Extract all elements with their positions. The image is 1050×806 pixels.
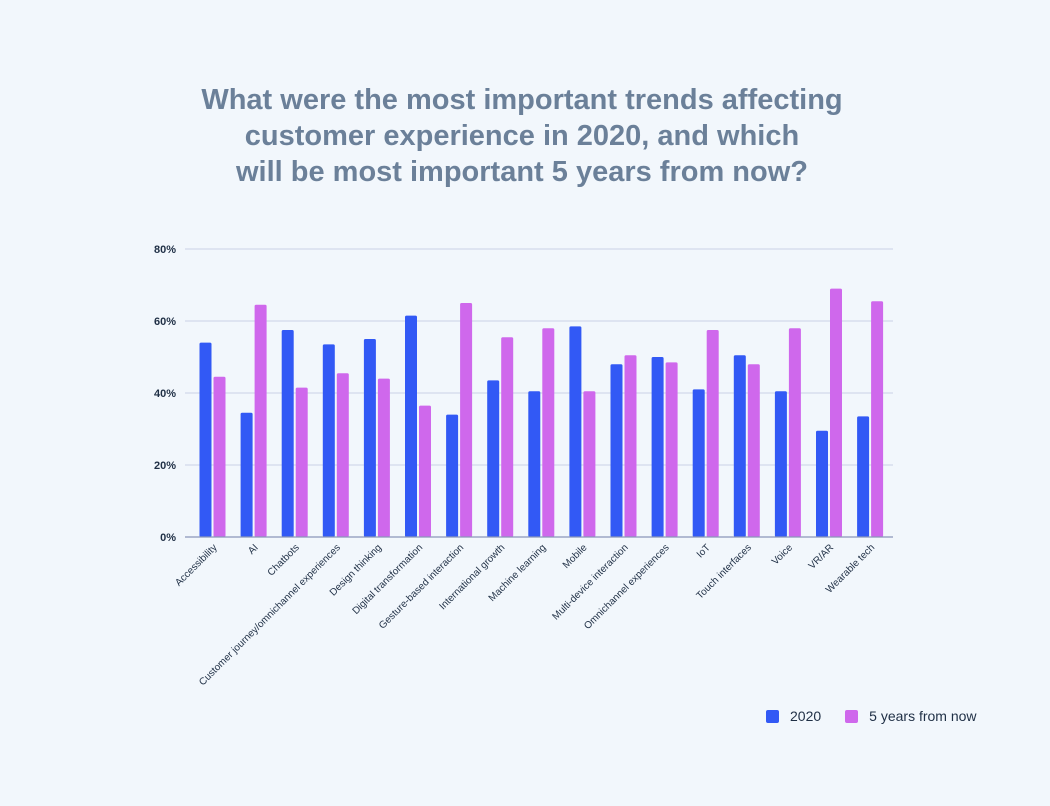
x-tick-label: Chatbots	[266, 542, 302, 578]
y-tick-label: 20%	[154, 460, 176, 472]
bar-2020	[363, 339, 376, 537]
x-tick-label: Digital transformation	[351, 542, 426, 617]
bar-2020	[322, 344, 335, 537]
chart-title-line-3: will be most important 5 years from now?	[235, 156, 809, 188]
bar-5-years	[830, 288, 842, 537]
bar-2020	[610, 364, 623, 537]
bar-5-years	[501, 337, 514, 537]
x-tick-label: IoT	[695, 542, 713, 560]
bar-5-years	[460, 303, 473, 537]
x-tick-label: Multi-device interaction	[551, 542, 631, 622]
bar-2020	[487, 380, 500, 537]
bar-5-years	[788, 328, 801, 537]
bar-2020	[569, 326, 582, 537]
x-tick-label: Customer journey/omnichannel experiences	[197, 542, 343, 688]
legend-item-2020: 2020	[766, 708, 821, 724]
x-tick-label: Mobile	[561, 542, 590, 571]
legend-label-2020: 2020	[790, 708, 822, 724]
bar-5-years	[419, 405, 431, 537]
x-tick-label: Gesture-based interaction	[377, 542, 466, 631]
legend-item-5-years: 5 years from now	[845, 708, 977, 724]
bar-2020	[528, 391, 541, 537]
y-tick-label: 40%	[154, 388, 176, 400]
legend: 2020 5 years from now	[766, 708, 977, 724]
bars	[199, 288, 884, 537]
bar-2020	[774, 391, 787, 537]
bar-5-years	[336, 373, 349, 537]
y-tick-label: 80%	[154, 244, 176, 256]
x-tick-label: VR/AR	[807, 542, 836, 571]
bar-5-years	[624, 355, 637, 537]
bar-5-years	[295, 387, 308, 537]
bar-5-years	[542, 328, 555, 537]
legend-swatch-2020	[766, 709, 779, 723]
x-tick-label: AI	[246, 542, 260, 556]
bar-5-years	[377, 378, 390, 537]
bar-5-years	[665, 362, 678, 537]
chart-title-line-2: customer experience in 2020, and which	[244, 120, 800, 152]
bar-5-years	[583, 391, 596, 537]
bar-5-years	[706, 330, 719, 537]
bar-5-years	[871, 301, 884, 537]
bar-5-years	[213, 376, 226, 537]
y-tick-label: 60%	[154, 316, 176, 328]
bar-2020	[816, 430, 828, 537]
bar-2020	[692, 389, 705, 537]
bar-2020	[240, 412, 253, 537]
legend-label-5-years: 5 years from now	[869, 708, 977, 724]
legend-swatch-5-years	[845, 709, 859, 723]
bar-5-years	[254, 304, 267, 537]
bar-2020	[199, 342, 212, 537]
x-tick-label: Accessibility	[173, 542, 219, 588]
chart-title: What were the most important trends affe…	[160, 82, 884, 190]
bar-2020	[651, 357, 664, 537]
y-tick-label: 0%	[160, 532, 176, 544]
chart-title-line-1: What were the most important trends affe…	[201, 84, 843, 116]
bar-2020	[405, 315, 417, 537]
bar-2020	[281, 330, 294, 537]
bar-5-years	[747, 364, 760, 537]
x-tick-label: Voice	[770, 542, 795, 567]
bar-2020	[857, 416, 870, 537]
bar-2020	[446, 414, 459, 537]
bar-2020	[733, 355, 746, 537]
x-tick-label: Omnichannel experiences	[582, 542, 672, 632]
